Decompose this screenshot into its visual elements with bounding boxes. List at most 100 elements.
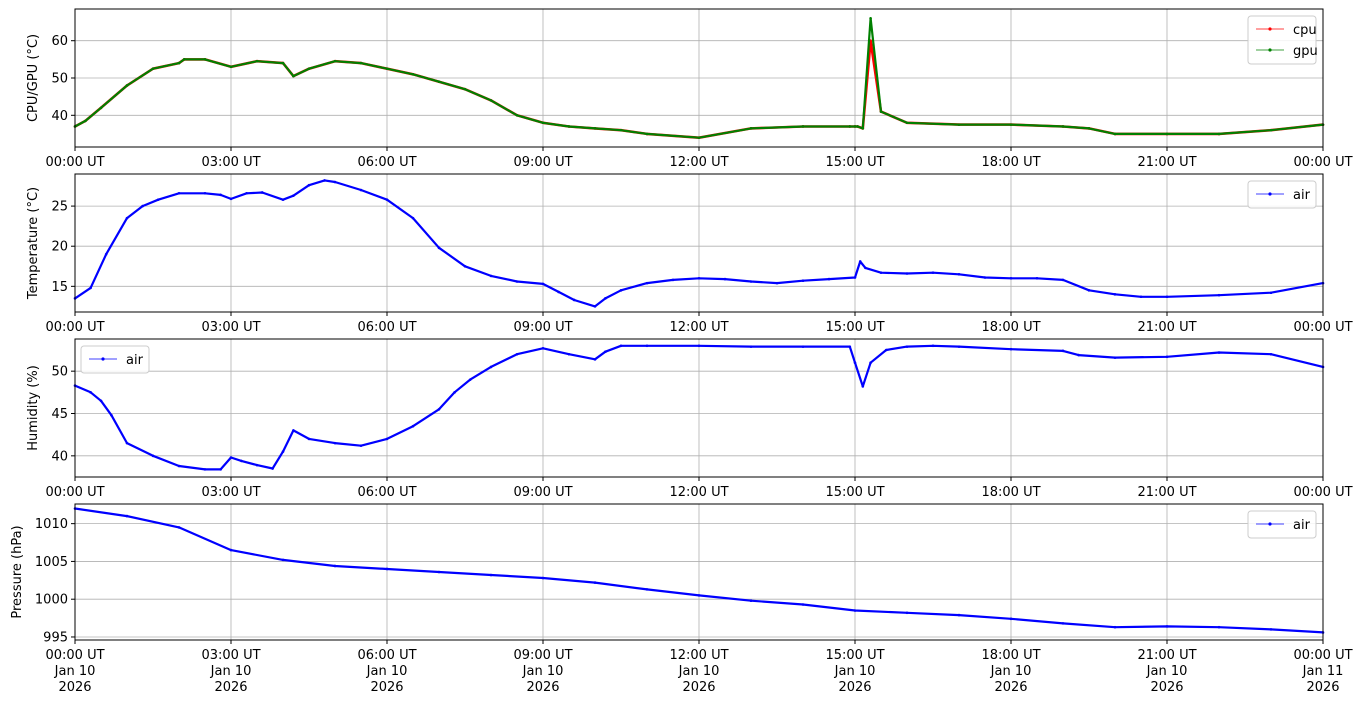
x-tick-label: 09:00 UT <box>513 320 572 335</box>
data-point <box>292 429 295 432</box>
data-point <box>453 391 456 394</box>
data-point <box>864 266 867 270</box>
x-tick-label: 15:00 UT <box>825 485 884 500</box>
data-point <box>619 128 623 132</box>
x-tick-label: 21:00 UT <box>1137 485 1196 500</box>
data-point <box>1113 356 1117 359</box>
data-point <box>99 106 103 110</box>
legend-marker <box>101 357 105 361</box>
data-point <box>281 198 285 201</box>
legend: air <box>80 345 150 374</box>
data-point <box>1009 617 1013 621</box>
data-point <box>156 198 160 201</box>
y-tick-label: 1000 <box>35 593 68 608</box>
x-tick-label: 12:00 UT Jan 10 2026 <box>669 648 728 695</box>
y-axis-label: Pressure (hPa) <box>10 525 25 618</box>
x-tick-label: 09:00 UT <box>513 485 572 500</box>
legend-label: air <box>1293 518 1311 533</box>
x-tick-label: 15:00 UT Jan 10 2026 <box>825 648 884 695</box>
chart-panel-3: 40 45 50 00:00 UT 03:00 UT 06:00 UT 09:00 UT 12… <box>26 338 1353 500</box>
data-point <box>697 594 701 597</box>
x-tick-label: 18:00 UT <box>981 155 1040 170</box>
y-axis-label: Humidity (%) <box>26 365 41 451</box>
data-point <box>697 136 701 139</box>
legend-label: air <box>126 353 144 368</box>
x-tick-label: 18:00 UT <box>981 485 1040 500</box>
data-point <box>1113 132 1117 136</box>
data-point <box>385 437 389 441</box>
data-point <box>463 264 467 268</box>
legend-marker <box>1268 27 1272 31</box>
data-point <box>333 180 337 184</box>
data-point <box>281 61 285 65</box>
y-tick-label: 20 <box>51 240 68 255</box>
data-point <box>151 454 155 458</box>
x-tick-label: 12:00 UT <box>669 320 728 335</box>
data-point <box>141 204 144 208</box>
data-point <box>385 567 389 571</box>
data-point <box>604 350 607 353</box>
data-point <box>411 72 415 76</box>
x-tick-label: 00:00 UT <box>1293 485 1352 500</box>
data-point <box>1217 132 1221 136</box>
data-point <box>619 344 623 348</box>
data-point <box>567 352 571 356</box>
data-point <box>671 278 675 282</box>
x-tick-label: 06:00 UT <box>357 155 416 170</box>
data-point <box>99 399 103 403</box>
y-axis-label: Temperature (°C) <box>26 187 41 300</box>
data-point <box>905 272 909 275</box>
data-point <box>333 564 337 568</box>
chart-panel-1: 40 50 60 00:00 UT 03:00 UT 06:00 UT 09:00 UT 12… <box>26 8 1353 170</box>
x-tick-label: 15:00 UT <box>825 155 884 170</box>
data-point <box>1087 289 1091 292</box>
data-point <box>848 345 852 348</box>
y-tick-label: 1005 <box>35 555 68 570</box>
data-point <box>125 216 129 220</box>
data-point <box>604 297 607 300</box>
data-point <box>1113 625 1117 629</box>
legend-marker <box>1268 192 1272 196</box>
data-point <box>151 67 155 70</box>
x-tick-label: 09:00 UT <box>513 155 572 170</box>
data-point <box>853 609 857 612</box>
data-point <box>1009 347 1013 351</box>
x-tick-label: 18:00 UT <box>981 320 1040 335</box>
data-point <box>323 179 326 182</box>
data-point <box>1139 295 1143 299</box>
data-point <box>1077 353 1080 357</box>
data-point <box>957 613 961 617</box>
data-point <box>593 581 597 584</box>
data-point <box>848 125 852 128</box>
data-point <box>697 277 701 280</box>
x-tick-label: 12:00 UT <box>669 155 728 170</box>
data-point <box>229 197 233 201</box>
legend-box <box>1247 180 1317 209</box>
x-tick-label: 00:00 UT <box>1293 320 1352 335</box>
data-point <box>905 121 909 125</box>
data-point <box>957 123 961 126</box>
data-point <box>229 65 233 69</box>
data-point <box>1113 293 1117 296</box>
data-point <box>827 277 831 281</box>
data-point <box>359 444 363 447</box>
data-point <box>567 125 571 128</box>
data-point <box>541 121 545 125</box>
y-tick-label: 60 <box>51 34 68 49</box>
data-point <box>515 280 519 283</box>
data-point <box>437 570 441 574</box>
x-tick-label: 06:00 UT <box>357 485 416 500</box>
y-tick-label: 995 <box>43 630 68 645</box>
x-tick-label: 06:00 UT Jan 10 2026 <box>357 648 416 695</box>
data-point <box>292 74 295 78</box>
data-point <box>84 119 87 123</box>
data-point <box>463 87 467 91</box>
data-point <box>879 110 883 113</box>
data-point <box>861 127 865 130</box>
data-point <box>1217 625 1221 629</box>
data-point <box>1061 278 1065 282</box>
data-point <box>385 198 389 201</box>
data-point <box>593 127 597 130</box>
data-point <box>182 58 186 61</box>
